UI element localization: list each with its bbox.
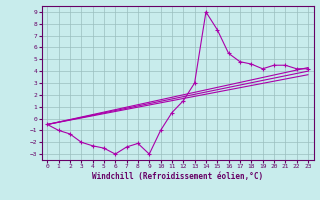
X-axis label: Windchill (Refroidissement éolien,°C): Windchill (Refroidissement éolien,°C) bbox=[92, 172, 263, 181]
